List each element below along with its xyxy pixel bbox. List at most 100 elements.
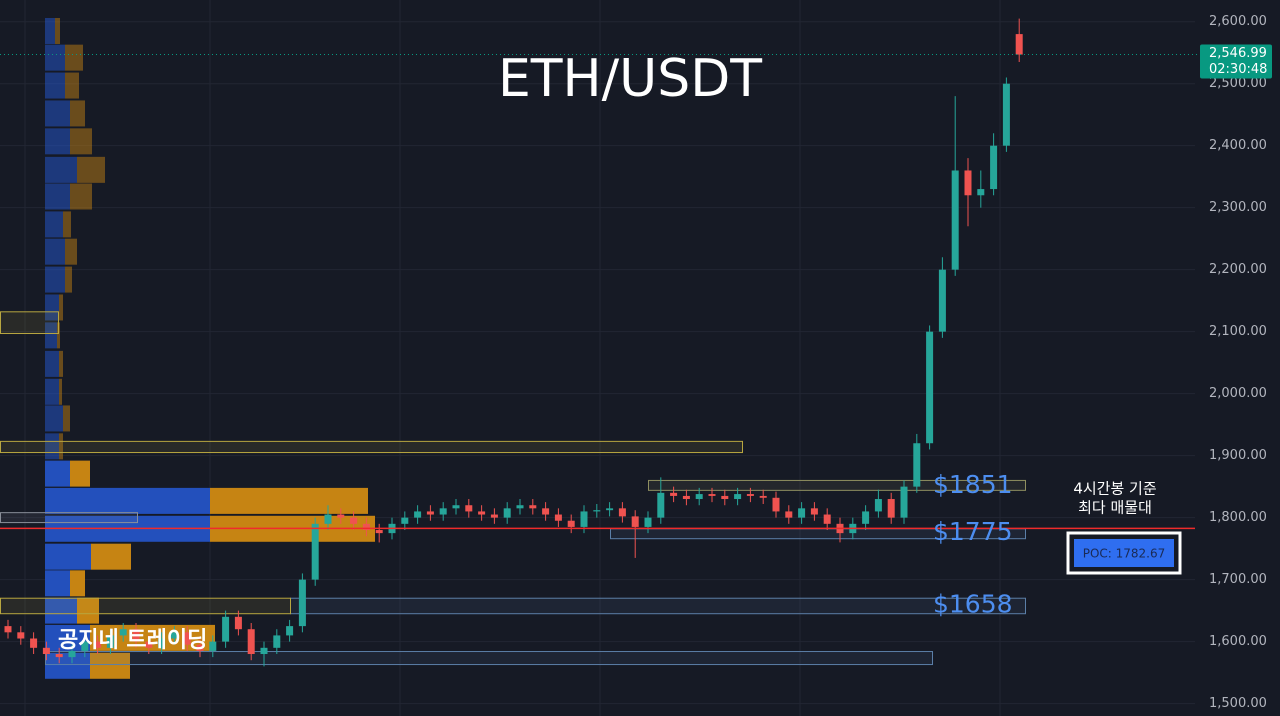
candle-body (375, 530, 383, 534)
profile-sell (65, 44, 83, 71)
candle-body (414, 511, 422, 518)
zone (0, 311, 59, 335)
candle-body (260, 647, 268, 655)
candle-body (196, 644, 204, 651)
candle-body (554, 514, 562, 521)
y-tick-label: 1,600.00 (1209, 634, 1267, 649)
zone (45, 651, 933, 666)
profile-buy (45, 487, 210, 514)
profile-buy (45, 266, 65, 293)
profile-sell (63, 211, 71, 238)
candle-body (887, 499, 895, 518)
candle-body (606, 508, 614, 511)
y-tick-label: 2,400.00 (1209, 138, 1267, 153)
candle-body (17, 632, 25, 639)
profile-sell (59, 350, 63, 377)
candle-body (542, 508, 550, 515)
profile-buy (45, 378, 59, 405)
candle-body (350, 517, 358, 524)
candle-body (42, 647, 50, 655)
level-label: $1775 (933, 517, 1013, 546)
candle-body (900, 486, 908, 518)
profile-sell (77, 597, 99, 624)
last-price-label: 2,546.99 (1209, 46, 1267, 61)
profile-buy (45, 72, 65, 99)
candle-body (119, 629, 127, 636)
candle-body (30, 638, 38, 648)
y-tick-label: 1,700.00 (1209, 572, 1267, 587)
candle-body (810, 508, 818, 515)
candle-body (529, 505, 537, 509)
y-tick-label: 1,900.00 (1209, 448, 1267, 463)
candle-body (55, 654, 63, 658)
y-tick-label: 2,100.00 (1209, 324, 1267, 339)
candle-body (298, 579, 306, 627)
candle-body (695, 494, 703, 500)
poc-note: 4시간봉 기준 (1073, 480, 1157, 498)
candle-body (170, 632, 178, 639)
candle-body (913, 443, 921, 487)
candle-body (708, 494, 716, 496)
zone (648, 479, 1026, 491)
profile-buy (45, 460, 70, 487)
candle-body (977, 189, 985, 196)
candle-body (746, 494, 754, 496)
countdown-label: 02:30:48 (1209, 62, 1267, 77)
profile-sell (55, 17, 60, 44)
profile-buy (45, 350, 59, 377)
candle-body (1002, 83, 1010, 146)
last-price-tag (1200, 44, 1272, 79)
profile-sell (70, 100, 85, 127)
profile-sell (70, 570, 85, 597)
profile-sell (90, 652, 130, 679)
profile-sell (210, 487, 368, 514)
candle-body (4, 626, 12, 633)
candle-body (439, 508, 447, 515)
profile-sell (65, 72, 79, 99)
candle-body (337, 514, 345, 518)
y-tick-label: 2,600.00 (1209, 14, 1267, 29)
candle-body (324, 514, 332, 524)
candle-body (68, 650, 76, 658)
candle-body (426, 511, 434, 515)
candle-body (247, 629, 255, 655)
candle-body (465, 505, 473, 512)
profile-buy (45, 183, 70, 210)
candle-body (734, 494, 742, 500)
poc-box-border (1066, 531, 1182, 575)
candle-body (362, 523, 370, 531)
profile-buy (45, 17, 55, 44)
candle-body (618, 508, 626, 517)
profile-sell (57, 322, 60, 349)
candle-body (772, 497, 780, 512)
profile-buy (45, 128, 70, 155)
candle-body (158, 638, 166, 648)
candle-body (401, 517, 409, 524)
profile-buy (45, 294, 59, 321)
y-tick-label: 2,300.00 (1209, 200, 1267, 215)
candle-body (183, 632, 191, 645)
profile-buy (45, 543, 91, 570)
watermark: 공지네 트레이딩 (58, 628, 207, 653)
poc-note: 최다 매물대 (1078, 499, 1152, 517)
candle-body (94, 641, 102, 648)
profile-sell (77, 156, 105, 183)
profile-buy (45, 44, 65, 71)
profile-sell (70, 183, 92, 210)
poc-box (1074, 539, 1174, 567)
zone (0, 512, 138, 524)
profile-buy (45, 211, 63, 238)
candle-body (593, 510, 601, 512)
candle-body (580, 511, 588, 527)
candle-body (81, 641, 89, 651)
profile-sell (91, 543, 131, 570)
candle-body (670, 492, 678, 496)
candle-body (516, 505, 524, 509)
candle-body (926, 331, 934, 444)
profile-buy (45, 238, 65, 265)
profile-buy (45, 100, 70, 127)
candle-body (823, 514, 831, 524)
profile-sell (59, 433, 63, 460)
